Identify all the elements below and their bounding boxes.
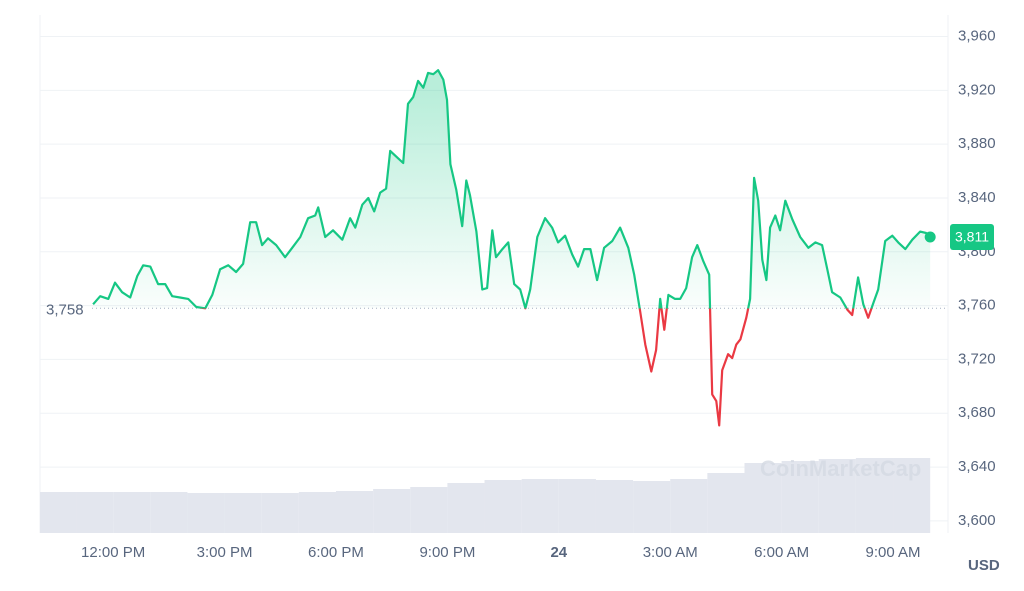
volume-bar [373,489,411,533]
last-point [924,231,936,243]
volume-bar [595,480,634,533]
y-tick-label: 3,640 [958,458,996,475]
volume-bar [893,458,931,533]
current-price-label: 3,811 [955,229,989,245]
volume-bar [484,480,522,533]
volume-bar [187,493,225,533]
y-tick-label: 3,720 [958,350,996,367]
volume-bar [335,491,374,533]
volume-bar [818,459,856,533]
volume-bar [224,493,262,533]
price-line [92,69,931,427]
y-tick-label: 3,960 [958,27,996,44]
volume-bar [40,492,77,533]
volume-bar [298,492,336,533]
volume-bar [261,493,299,533]
x-tick-label: 9:00 PM [419,544,475,561]
y-tick-label: 3,760 [958,297,996,314]
volume-bar [707,473,745,533]
y-tick-label: 3,880 [958,135,996,152]
watermark: CoinMarketCap [760,456,921,481]
volume-bar [670,479,708,533]
current-price-tag [950,224,994,250]
y-tick-label: 3,920 [958,81,996,98]
volume-bar [558,479,596,533]
x-tick-label: 6:00 PM [308,544,364,561]
volume-bar [521,479,559,533]
volume-bar [113,492,151,533]
y-tick-label: 3,600 [958,512,996,529]
volume-bar [150,492,188,533]
price-area [93,70,931,309]
x-tick-label: 24 [550,544,567,561]
y-tick-label: 3,680 [958,404,996,421]
unit-label: USD [968,557,1000,574]
volume-bar [633,481,671,533]
volume-bar [744,463,782,533]
x-tick-label: 6:00 AM [754,544,809,561]
x-tick-label: 9:00 AM [866,544,921,561]
x-tick-label: 3:00 PM [197,544,253,561]
volume-bar [855,458,894,533]
volume-bar [781,461,819,533]
x-tick-label: 3:00 AM [643,544,698,561]
x-tick-label: 12:00 PM [81,544,145,561]
y-tick-label: 3,840 [958,189,996,206]
volume-bar [447,483,485,533]
volume-bar [410,487,448,533]
volume-bar [76,492,114,533]
baseline-label: 3,758 [46,301,84,318]
